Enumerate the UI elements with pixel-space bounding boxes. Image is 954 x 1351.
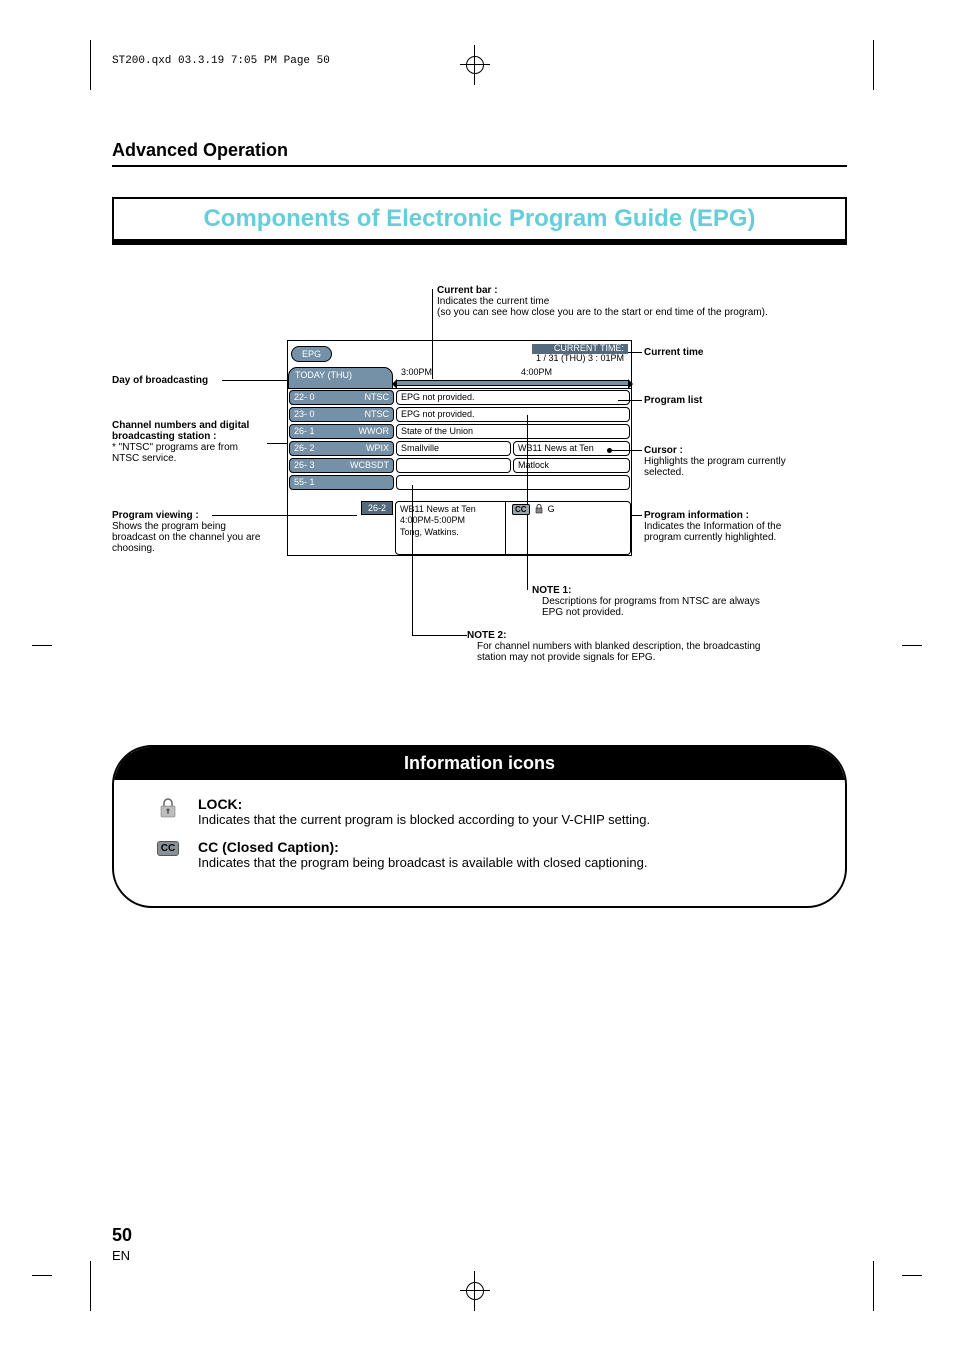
epg-current-time-value: 1 / 31 (THU) 3 : 01PM — [532, 354, 628, 364]
channel-cell: 26- 3WCBSDT — [289, 458, 394, 473]
callout-channels-title: Channel numbers and digital — [112, 420, 282, 431]
viewing-channel: 26-2 — [361, 501, 393, 515]
main-title: Components of Electronic Program Guide (… — [112, 197, 847, 245]
epg-time-1: 3:00PM — [401, 367, 432, 377]
epg-label: EPG — [291, 346, 332, 362]
page-number: 50 — [112, 1225, 132, 1246]
callout-viewing-l3: choosing. — [112, 543, 287, 554]
corner-mark — [873, 1261, 874, 1311]
program-cell: Matlock — [513, 458, 630, 473]
lock-icon — [154, 796, 182, 818]
crop-tick-bl — [32, 1275, 52, 1276]
file-header: ST200.qxd 03.3.19 7:05 PM Page 50 — [112, 55, 330, 67]
callout-proginfo-l1: Indicates the Information of the — [644, 521, 824, 532]
callout-proginfo-title: Program information : — [644, 510, 824, 521]
note2-l2: station may not provide signals for EPG. — [467, 652, 837, 663]
viewing-title: WB11 News at Ten — [400, 504, 501, 516]
lock-desc: Indicates that the current program is bl… — [198, 812, 650, 827]
callout-current-bar-title: Current bar : — [437, 285, 768, 296]
callout-viewing-l2: broadcast on the channel you are — [112, 532, 287, 543]
corner-mark — [90, 40, 91, 90]
channel-cell: 55- 1 — [289, 475, 394, 490]
callout-viewing-l1: Shows the program being — [112, 521, 287, 532]
registration-mark-top — [460, 45, 490, 85]
callout-channels-l2: broadcasting station : — [112, 431, 282, 442]
lock-icon — [534, 504, 544, 516]
cc-desc: Indicates that the program being broadca… — [198, 855, 648, 870]
viewing-time: 4:00PM-5:00PM — [400, 515, 501, 527]
note1-title: NOTE 1: — [532, 585, 760, 596]
epg-diagram: Current bar : Indicates the current time… — [112, 285, 847, 705]
cc-title: CC (Closed Caption): — [198, 839, 648, 855]
callout-current-time: Current time — [644, 347, 703, 358]
callout-channels-l3: * "NTSC" programs are from — [112, 442, 282, 453]
note2-l1: For channel numbers with blanked descrip… — [467, 641, 837, 652]
info-icons-panel: Information icons LOCK: Indicates that t… — [112, 745, 847, 908]
callout-current-bar-l1: Indicates the current time — [437, 296, 768, 307]
cc-icon: CC — [512, 504, 530, 515]
epg-row: 26- 2WPIXSmallvilleWB11 News at Ten — [288, 440, 631, 457]
program-cell: WB11 News at Ten — [513, 441, 630, 456]
crop-tick-br — [902, 1275, 922, 1276]
note1-l2: EPG not provided. — [532, 607, 760, 618]
page-lang: EN — [112, 1248, 130, 1263]
callout-proginfo-l2: program currently highlighted. — [644, 532, 824, 543]
callout-program-list: Program list — [644, 395, 702, 406]
channel-cell: 23- 0NTSC — [289, 407, 394, 422]
epg-row: 26- 3WCBSDT Matlock — [288, 457, 631, 474]
note1-l1: Descriptions for programs from NTSC are … — [532, 596, 760, 607]
section-title: Advanced Operation — [112, 140, 847, 167]
lock-title: LOCK: — [198, 796, 650, 812]
corner-mark — [90, 1261, 91, 1311]
epg-time-bar — [396, 380, 629, 386]
epg-row: 55- 1 — [288, 474, 631, 491]
program-cell: EPG not provided. — [396, 407, 630, 422]
corner-mark — [873, 40, 874, 90]
epg-row: 22- 0NTSCEPG not provided. — [288, 389, 631, 406]
channel-cell: 26- 2WPIX — [289, 441, 394, 456]
program-cell: Smallville — [396, 441, 511, 456]
callout-cursor-title: Cursor : — [644, 445, 824, 456]
epg-screen: EPG CURRENT TIME: 1 / 31 (THU) 3 : 01PM … — [287, 340, 632, 556]
epg-row: 26- 1WWORState of the Union — [288, 423, 631, 440]
cc-icon: CC — [154, 839, 182, 856]
callout-cursor-l2: selected. — [644, 467, 824, 478]
callout-channels-l4: NTSC service. — [112, 453, 282, 464]
program-cell — [396, 458, 511, 473]
info-panel-header: Information icons — [114, 747, 845, 780]
program-cell: State of the Union — [396, 424, 630, 439]
program-cell: EPG not provided. — [396, 390, 630, 405]
viewing-rating: G — [548, 504, 555, 514]
program-info-box: WB11 News at Ten 4:00PM-5:00PM Tong, Wat… — [395, 501, 631, 555]
callout-current-bar-l2: (so you can see how close you are to the… — [437, 307, 768, 318]
callout-cursor-l1: Highlights the program currently — [644, 456, 824, 467]
callout-day: Day of broadcasting — [112, 375, 208, 386]
note2-title: NOTE 2: — [467, 630, 837, 641]
epg-row: 23- 0NTSCEPG not provided. — [288, 406, 631, 423]
channel-cell: 22- 0NTSC — [289, 390, 394, 405]
program-cell — [396, 475, 630, 490]
epg-day: TODAY (THU) — [288, 367, 393, 389]
epg-time-2: 4:00PM — [521, 367, 552, 377]
crop-tick-left — [32, 645, 52, 646]
crop-tick-right — [902, 645, 922, 646]
registration-mark-bottom — [460, 1271, 490, 1311]
channel-cell: 26- 1WWOR — [289, 424, 394, 439]
viewing-desc: Tong, Watkins. — [400, 527, 501, 539]
